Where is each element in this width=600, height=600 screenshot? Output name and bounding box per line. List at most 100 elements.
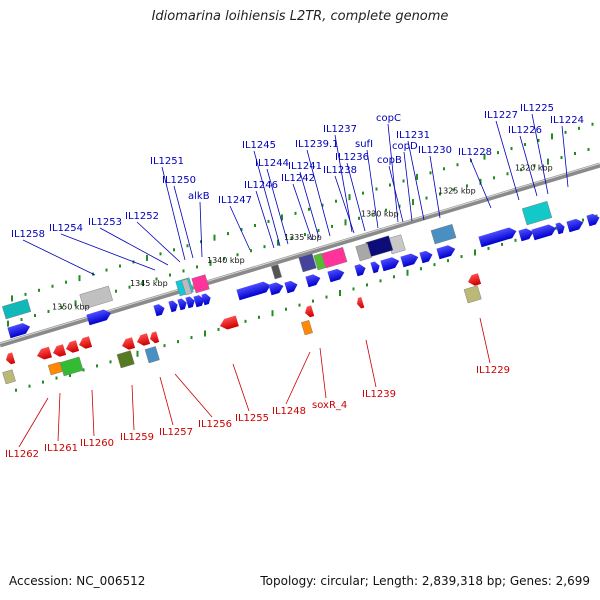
genome-title: Idiomarina loihiensis L2TR, complete gen… <box>151 9 449 24</box>
scale-tick <box>591 122 594 126</box>
feature-block <box>301 320 313 336</box>
forward-gene-label: IL1241 <box>288 161 322 172</box>
scale-tick <box>96 364 98 368</box>
scale-tick <box>271 310 274 317</box>
forward-gene-label: IL1245 <box>242 140 276 151</box>
reverse-gene-arrow <box>150 331 160 344</box>
scale-tick <box>547 158 549 165</box>
forward-gene-label: IL1237 <box>323 124 357 135</box>
scale-tick <box>564 130 567 134</box>
forward-gene-arrow <box>193 295 205 308</box>
forward-gene-arrow <box>419 250 433 264</box>
forward-gene-arrow <box>86 309 111 326</box>
scale-tick <box>497 151 499 155</box>
scale-tick <box>514 238 517 242</box>
kbp-label: 1350 kbp <box>52 302 90 311</box>
scale-tick <box>506 172 509 176</box>
reverse-gene-arrow <box>53 344 67 357</box>
forward-leader-line <box>469 157 492 209</box>
forward-gene-label: IL1251 <box>150 156 184 167</box>
scale-tick <box>190 336 193 340</box>
scale-tick <box>398 204 401 208</box>
kbp-label: 1340 kbp <box>207 256 245 265</box>
forward-gene-label: IL1258 <box>11 229 45 240</box>
forward-leader-line <box>292 183 313 241</box>
forward-gene-label: alkB <box>188 191 210 202</box>
scale-tick <box>375 187 378 191</box>
reverse-gene-arrow <box>305 305 315 318</box>
scale-tick <box>223 257 225 261</box>
scale-tick <box>65 280 67 284</box>
scale-tick <box>537 138 540 142</box>
reverse-leader-line <box>285 351 311 405</box>
scale-tick <box>474 249 476 256</box>
forward-gene-arrow <box>327 268 345 283</box>
reverse-leader-line <box>159 376 174 426</box>
forward-gene-label: IL1225 <box>520 103 554 114</box>
scale-tick <box>352 287 355 291</box>
reverse-gene-label: IL1255 <box>235 413 269 424</box>
scale-tick <box>42 380 44 384</box>
scale-tick <box>186 244 189 248</box>
feature-block <box>2 298 32 320</box>
scale-tick <box>7 320 9 327</box>
scale-tick <box>406 269 409 276</box>
scale-tick <box>20 318 23 322</box>
scale-tick <box>533 164 536 168</box>
scale-tick <box>55 376 58 380</box>
scale-tick <box>429 171 432 175</box>
scale-tick <box>142 280 144 287</box>
scale-tick <box>578 126 580 130</box>
forward-gene-arrow <box>478 227 517 248</box>
scale-tick <box>344 219 347 226</box>
forward-gene-label: IL1236 <box>335 152 369 163</box>
forward-leader-line <box>99 227 169 266</box>
forward-gene-arrow <box>268 282 284 296</box>
scale-tick <box>285 307 287 311</box>
scale-tick <box>254 224 256 227</box>
kbp-label: 1335 kbp <box>284 233 322 242</box>
scale-tick <box>452 188 455 192</box>
reverse-gene-arrow <box>122 337 136 350</box>
reverse-gene-label: IL1261 <box>44 443 78 454</box>
reverse-gene-label: IL1262 <box>5 449 39 460</box>
forward-gene-label: IL1252 <box>125 211 159 222</box>
scale-tick <box>402 179 405 183</box>
scale-tick <box>439 192 441 196</box>
scale-tick <box>385 208 387 212</box>
feature-block <box>321 247 348 269</box>
forward-leader-line <box>334 134 353 233</box>
scale-tick <box>82 368 85 372</box>
forward-gene-arrow <box>436 245 456 260</box>
scale-tick <box>281 214 283 221</box>
reverse-gene-label: IL1257 <box>159 427 193 438</box>
reverse-leader-line <box>131 384 135 431</box>
scale-tick <box>555 226 557 230</box>
scale-tick <box>493 176 495 180</box>
scale-tick <box>177 340 179 344</box>
reverse-leader-line <box>319 347 327 399</box>
scale-tick <box>109 360 112 364</box>
forward-gene-arrow <box>555 222 565 235</box>
accession-text: Accession: NC_006512 <box>9 574 146 588</box>
forward-gene-arrow <box>370 261 380 274</box>
scale-tick <box>15 388 17 392</box>
reverse-gene-label: IL1259 <box>120 432 154 443</box>
forward-leader-line <box>407 140 425 221</box>
feature-block <box>313 253 326 271</box>
forward-leader-line <box>387 123 399 223</box>
forward-gene-label: IL1238 <box>323 165 357 176</box>
scale-tick <box>560 156 563 160</box>
reverse-leader-line <box>18 397 49 448</box>
scale-tick <box>11 295 13 302</box>
scale-tick <box>321 203 324 207</box>
reverse-gene-arrow <box>79 336 93 349</box>
forward-gene-arrow <box>7 323 31 339</box>
scale-tick <box>200 240 202 244</box>
scale-tick <box>460 255 463 259</box>
feature-block <box>430 224 457 245</box>
reverse-gene-label: IL1229 <box>476 365 510 376</box>
topology-text: Topology: circular; Length: 2,839,318 bp… <box>260 574 590 588</box>
scale-tick <box>574 152 576 155</box>
